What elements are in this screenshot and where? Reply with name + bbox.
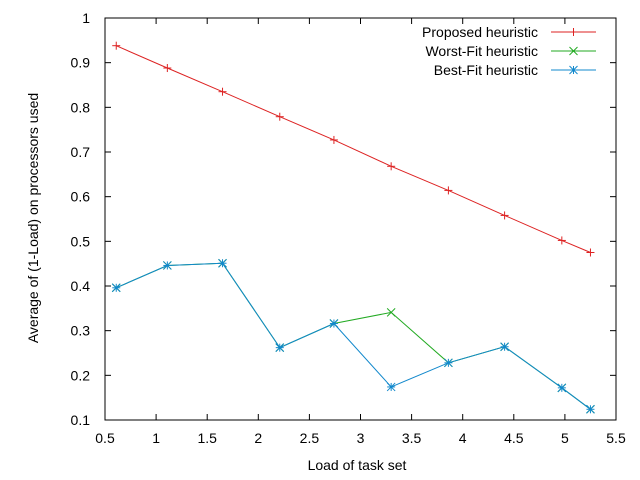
series-plus <box>112 41 595 257</box>
data-point <box>586 404 595 414</box>
data-point <box>112 41 121 50</box>
x-tick-label: 2 <box>254 430 262 446</box>
legend-label: Best-Fit heuristic <box>434 62 538 78</box>
x-tick-label: 4.5 <box>504 430 524 446</box>
series-line <box>116 45 591 253</box>
x-tick-label: 0.5 <box>95 430 115 446</box>
series-line <box>116 262 591 410</box>
data-point <box>500 342 509 352</box>
data-point <box>329 135 338 144</box>
x-tick-label: 3 <box>357 430 365 446</box>
y-tick-label: 0.7 <box>71 144 91 160</box>
legend-label: Worst-Fit heuristic <box>425 43 538 59</box>
legend-entry: Worst-Fit heuristic <box>425 43 596 59</box>
x-tick-label: 4 <box>459 430 467 446</box>
y-tick-label: 0.3 <box>71 323 91 339</box>
y-tick-label: 0.5 <box>71 233 91 249</box>
data-point <box>329 319 339 328</box>
data-point <box>444 358 453 368</box>
y-tick-label: 0.1 <box>71 412 91 428</box>
data-point <box>569 65 578 75</box>
y-tick-label: 0.6 <box>71 189 91 205</box>
y-tick-label: 0.9 <box>71 55 91 71</box>
data-point <box>557 383 567 393</box>
data-point <box>218 258 227 268</box>
data-point <box>162 261 172 270</box>
y-tick-label: 0.2 <box>71 367 91 383</box>
data-point <box>163 64 172 73</box>
x-tick-label: 2.5 <box>300 430 320 446</box>
x-axis-ticks: 0.5 1 1.5 2 2.5 3 3.5 4 4.5 5 5.5 <box>95 18 626 446</box>
plot-frame <box>104 17 617 421</box>
y-axis-ticks: 0.1 0.2 0.3 0.4 0.5 0.6 0.7 0.8 0.9 1 <box>71 10 616 428</box>
legend-entry: Proposed heuristic <box>422 24 596 40</box>
x-axis-label: Load of task set <box>308 457 407 473</box>
series-layer <box>111 41 595 414</box>
data-point <box>386 307 396 317</box>
y-axis-label: Average of (1-Load) on processors used <box>25 93 41 343</box>
data-point <box>557 236 566 245</box>
series-line <box>116 262 591 410</box>
data-point <box>586 248 595 257</box>
x-tick-label: 1 <box>152 430 160 446</box>
series-star <box>111 258 595 414</box>
data-point <box>275 112 284 121</box>
data-point <box>569 46 578 56</box>
x-tick-label: 3.5 <box>402 430 422 446</box>
x-tick-label: 1.5 <box>197 430 217 446</box>
legend-label: Proposed heuristic <box>422 24 538 40</box>
data-point <box>569 28 578 36</box>
data-point <box>218 87 227 96</box>
legend-entry: Best-Fit heuristic <box>434 62 596 78</box>
data-point <box>386 382 396 392</box>
data-point <box>111 283 121 293</box>
series-x <box>111 258 595 414</box>
x-tick-label: 5 <box>561 430 569 446</box>
y-tick-label: 0.4 <box>71 278 91 294</box>
data-point <box>387 162 396 171</box>
y-tick-label: 0.8 <box>71 99 91 115</box>
data-point <box>500 211 509 220</box>
x-tick-label: 5.5 <box>606 430 626 446</box>
y-tick-label: 1 <box>82 10 90 26</box>
data-point <box>444 186 453 195</box>
legend: Proposed heuristic Worst-Fit heuristic Bes… <box>422 24 596 78</box>
data-point <box>275 343 285 352</box>
